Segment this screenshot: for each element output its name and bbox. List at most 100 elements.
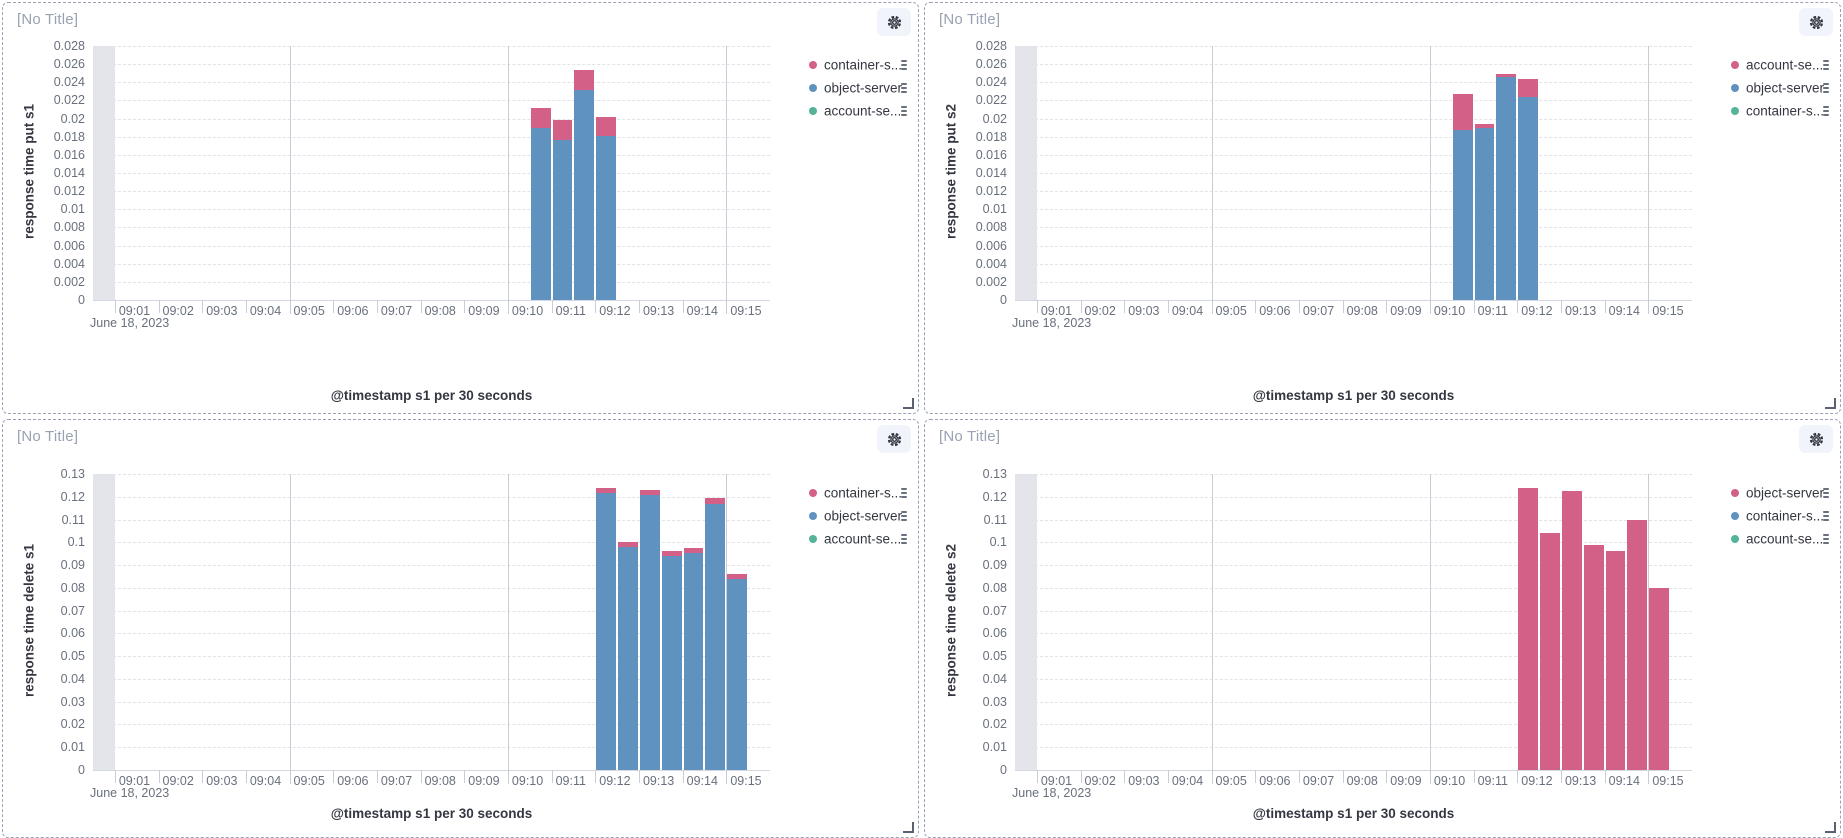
bar-segment-object-server[interactable] (683, 552, 704, 770)
legend-item[interactable]: account-se... (925, 53, 1840, 76)
bar-segment-object-server[interactable] (1561, 490, 1582, 770)
bar-segment-account-se[interactable] (1452, 94, 1473, 131)
kebab-dots-icon[interactable] (1820, 486, 1832, 500)
x-tick-mark (1255, 300, 1257, 313)
bar-segment-object-server[interactable] (530, 127, 551, 300)
kebab-bar (1823, 86, 1829, 89)
y-tick-label: 0 (1000, 293, 1007, 307)
legend-item[interactable]: object-server (925, 76, 1840, 99)
x-tick-mark (638, 300, 640, 313)
bar-segment-account-se[interactable] (1474, 124, 1495, 128)
bar-segment-container-s[interactable] (639, 489, 660, 496)
legend-series-label[interactable]: account-se... (824, 103, 902, 118)
gear-icon (1809, 15, 1823, 29)
legend-series-label[interactable]: object-server (824, 508, 903, 523)
kebab-dots-icon[interactable] (1820, 532, 1832, 546)
panel-resize-handle[interactable] (903, 822, 914, 833)
bar-segment-object-server[interactable] (596, 135, 617, 300)
legend-series-label[interactable]: container-s... (824, 57, 903, 72)
bar-segment-object-server[interactable] (1518, 487, 1539, 770)
bar-segment-container-s[interactable] (552, 120, 573, 141)
bar-segment-object-server[interactable] (1540, 533, 1560, 770)
legend-series-label[interactable]: account-se... (824, 531, 902, 546)
x-tick-mark (1342, 300, 1344, 313)
bar-segment-object-server[interactable] (1627, 519, 1648, 770)
legend-item[interactable]: object-server (3, 504, 918, 527)
bar-segment-container-s[interactable] (596, 116, 617, 136)
bar-segment-container-s[interactable] (727, 574, 748, 580)
bar-segment-container-s[interactable] (596, 488, 617, 494)
bar-segment-object-server[interactable] (552, 140, 573, 300)
bar-segment-object-server[interactable] (705, 503, 726, 770)
legend-series-label[interactable]: container-s... (1746, 103, 1825, 118)
panel-settings-button[interactable] (877, 8, 911, 36)
date-annotation: June 18, 2023 (90, 786, 170, 800)
h-gridline (93, 227, 770, 229)
bar-segment-object-server[interactable] (1649, 587, 1670, 770)
bar-segment-object-server[interactable] (618, 547, 638, 770)
bar-segment-object-server[interactable] (574, 90, 595, 300)
kebab-dots-icon[interactable] (898, 486, 910, 500)
panel-resize-handle[interactable] (1825, 398, 1836, 409)
legend-item[interactable]: object-server (925, 481, 1840, 504)
panel-resize-handle[interactable] (1825, 822, 1836, 833)
bar-segment-container-s[interactable] (661, 550, 682, 556)
x-tick-label: 09:14 (686, 774, 718, 788)
panel-settings-button[interactable] (877, 425, 911, 453)
kebab-dots-icon[interactable] (1820, 509, 1832, 523)
kebab-dots-icon[interactable] (898, 532, 910, 546)
kebab-dots-icon[interactable] (898, 81, 910, 95)
bar-segment-object-server[interactable] (661, 555, 682, 770)
bar-segment-container-s[interactable] (530, 107, 551, 128)
panel-settings-button[interactable] (1799, 8, 1833, 36)
legend-item[interactable]: object-server (3, 76, 918, 99)
legend-series-label[interactable]: account-se... (1746, 57, 1824, 72)
kebab-dots-icon[interactable] (1820, 58, 1832, 72)
bar-segment-object-server[interactable] (639, 495, 660, 770)
legend-series-label[interactable]: object-server (824, 80, 903, 95)
y-tick-label: 0 (78, 763, 85, 777)
legend-series-label[interactable]: container-s... (1746, 508, 1825, 523)
legend-item[interactable]: container-s... (3, 53, 918, 76)
kebab-dots-icon[interactable] (898, 104, 910, 118)
kebab-dots-icon[interactable] (1820, 104, 1832, 118)
gear-icon (887, 15, 901, 29)
kebab-bar (1823, 105, 1829, 108)
panel-settings-button[interactable] (1799, 425, 1833, 453)
y-tick-label: 0.02 (60, 111, 85, 126)
legend-item[interactable]: account-se... (3, 527, 918, 550)
legend-item[interactable]: container-s... (3, 481, 918, 504)
bar-segment-account-se[interactable] (1496, 74, 1517, 77)
kebab-dots-icon[interactable] (898, 58, 910, 72)
bar-segment-object-server[interactable] (596, 493, 617, 770)
legend-item[interactable]: account-se... (3, 99, 918, 122)
kebab-dots-icon[interactable] (1820, 81, 1832, 95)
panel-resize-handle[interactable] (903, 398, 914, 409)
bar-segment-object-server[interactable] (1496, 76, 1517, 300)
bar-segment-object-server[interactable] (1605, 551, 1626, 770)
kebab-bar (901, 533, 907, 536)
bar-segment-container-s[interactable] (683, 547, 704, 553)
bar-segment-container-s[interactable] (705, 497, 726, 504)
bar-segment-object-server[interactable] (1583, 544, 1604, 770)
kebab-bar (1823, 541, 1829, 544)
legend-series-label[interactable]: object-server (1746, 485, 1825, 500)
kebab-dots-icon[interactable] (898, 509, 910, 523)
bar-segment-object-server[interactable] (1452, 130, 1473, 300)
bar-segment-container-s[interactable] (618, 542, 638, 548)
legend-series-label[interactable]: account-se... (1746, 531, 1824, 546)
x-tick-mark (1167, 300, 1169, 313)
legend-series-label[interactable]: container-s... (824, 485, 903, 500)
legend-item[interactable]: account-se... (925, 527, 1840, 550)
bar-segment-object-server[interactable] (1518, 96, 1539, 300)
y-tick-label: 0.02 (982, 111, 1007, 126)
x-tick-mark (1124, 770, 1126, 783)
bar-segment-account-se[interactable] (1518, 78, 1539, 97)
legend-item[interactable]: container-s... (925, 504, 1840, 527)
y-tick-label: 0.008 (975, 220, 1007, 235)
legend-series-label[interactable]: object-server (1746, 80, 1825, 95)
legend-item[interactable]: container-s... (925, 99, 1840, 122)
bar-segment-object-server[interactable] (1474, 127, 1495, 300)
bar-segment-container-s[interactable] (574, 70, 595, 91)
bar-segment-object-server[interactable] (727, 579, 748, 770)
